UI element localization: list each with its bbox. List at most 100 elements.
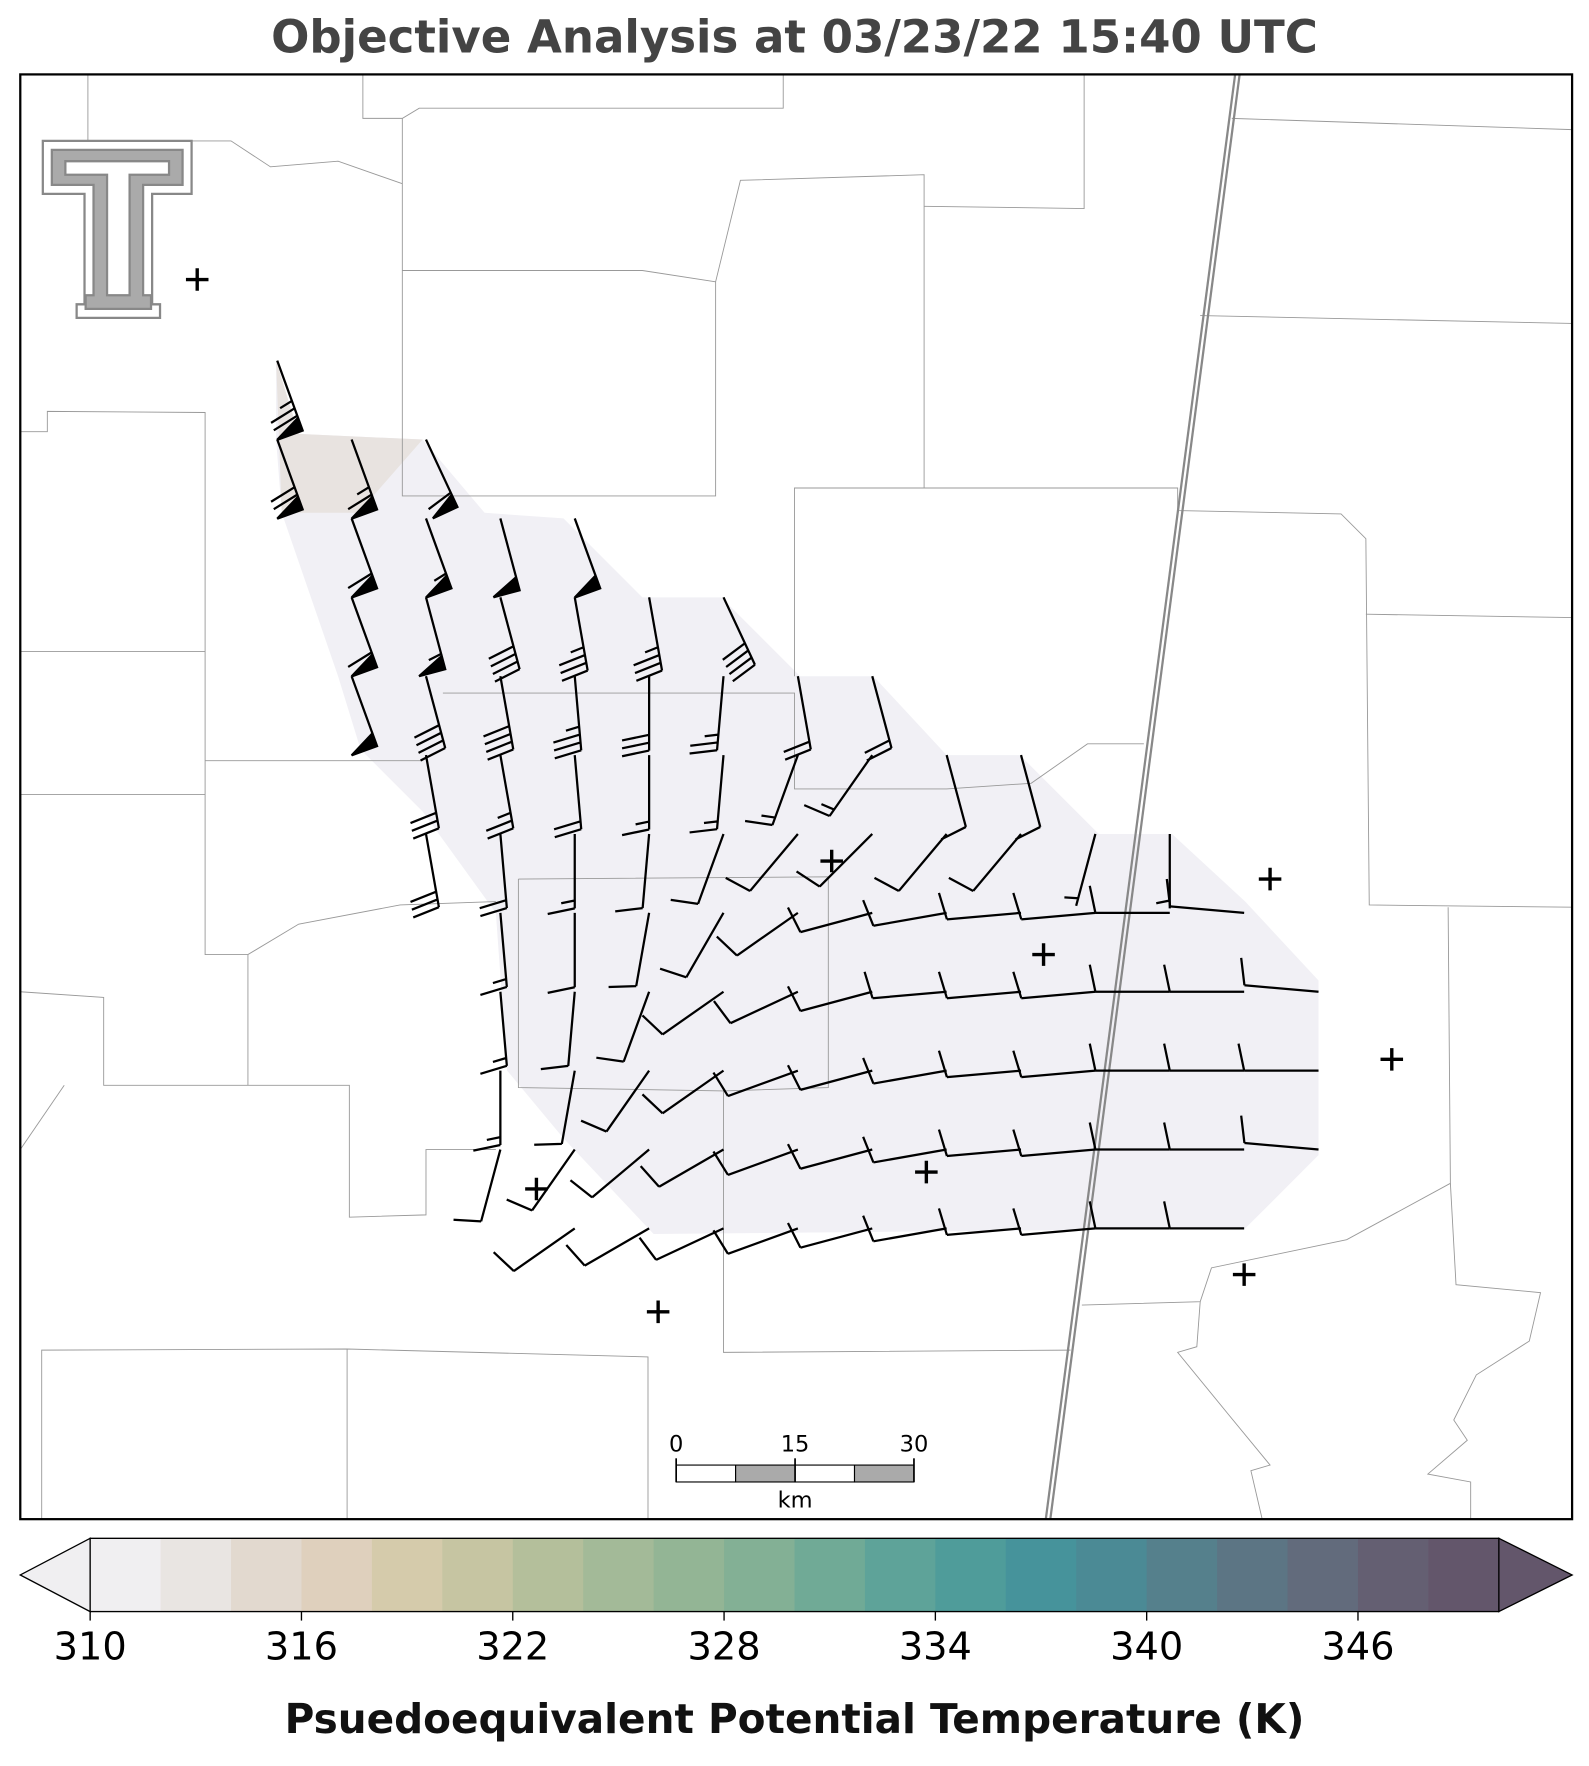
colorbar-bin (301, 1538, 373, 1612)
wind-barb (1163, 1122, 1245, 1151)
scale-segment (735, 1464, 796, 1483)
wind-barb (1088, 1043, 1170, 1072)
station (525, 1177, 548, 1201)
wind-barb (350, 675, 379, 757)
wind-barb (413, 675, 447, 762)
scale-segment (675, 1464, 737, 1483)
wind-barb (1012, 971, 1096, 1000)
wind-barb (553, 676, 583, 760)
wind-barb (633, 597, 664, 682)
station (1258, 867, 1282, 891)
wind-barb (534, 1070, 576, 1146)
wind-barb (553, 754, 583, 839)
colorbar-bin (231, 1538, 303, 1612)
wind-barb (1088, 964, 1170, 993)
wind-barb (1015, 754, 1042, 841)
wind-barb (786, 906, 873, 934)
wind-barb (453, 1149, 502, 1223)
colorbar-frame (89, 1537, 1500, 1613)
wind-barb (621, 676, 651, 758)
wind-barb (480, 912, 508, 997)
wind-barb (940, 754, 967, 841)
wind-barb (569, 1148, 650, 1199)
colorbar-tick-label: 316 (265, 1624, 338, 1669)
colorbar-bin (724, 1538, 796, 1612)
wind-barb (1163, 1043, 1245, 1072)
wind-barb (410, 754, 441, 840)
wind-barb (862, 1136, 947, 1164)
wind-barb (558, 597, 589, 682)
station-markers (185, 268, 1404, 1324)
wind-barb (937, 1050, 1022, 1079)
colorbar-bin (371, 1538, 443, 1612)
wind-barb (744, 754, 799, 827)
colorbar-bin (1287, 1538, 1359, 1612)
wind-barb (862, 899, 947, 927)
station (646, 1300, 670, 1324)
wind-barb (862, 1215, 947, 1243)
wind-barb (786, 985, 873, 1013)
wind-barb (713, 990, 799, 1025)
wind-barb (1012, 892, 1096, 921)
wind-barb (786, 1222, 873, 1249)
analysis-region (276, 360, 1319, 1235)
wind-barb (1163, 964, 1245, 993)
wind-barb (1165, 878, 1245, 914)
wind-barb (937, 892, 1022, 921)
wind-barb (270, 360, 305, 441)
colorbar-bin (512, 1538, 584, 1612)
wind-barb (540, 991, 576, 1071)
colorbar-bin (1146, 1538, 1218, 1612)
wind-barb (480, 991, 508, 1075)
colorbar-bin (160, 1538, 232, 1612)
wind-barb (722, 596, 756, 683)
wind-barb (638, 1227, 724, 1261)
colorbar-bin (1076, 1538, 1148, 1612)
wind-barb (485, 754, 515, 840)
colorbar-bin (1428, 1538, 1500, 1612)
wind-barb (506, 1148, 576, 1212)
wind-barb (573, 518, 602, 599)
wind-barb (347, 596, 379, 678)
wind-barb (641, 990, 725, 1036)
wind-barb (492, 518, 521, 599)
wind-barb (347, 439, 379, 520)
wind-barb (937, 971, 1022, 1000)
wind-barbs (270, 360, 1319, 1272)
wind-barb (725, 833, 799, 892)
wind-barb (786, 1064, 873, 1091)
wind-barb (1088, 885, 1170, 914)
scale-tick-label: 30 (900, 1431, 929, 1457)
map: 0 15 30 km (19, 73, 1574, 1521)
colorbar-bin (653, 1538, 725, 1612)
colorbar-tick-label: 322 (476, 1624, 549, 1669)
scale-bar: 0 15 30 km (669, 1431, 928, 1513)
wind-barb (565, 1227, 650, 1267)
wind-barb (639, 1148, 725, 1188)
wind-barb (1012, 1208, 1096, 1237)
wind-barb (786, 1143, 873, 1170)
colorbar-bin (1005, 1538, 1077, 1612)
wind-barb (347, 518, 379, 599)
wind-barb (795, 833, 874, 888)
station (915, 1160, 938, 1184)
state-line (1044, 74, 1241, 1520)
colorbar-tick-label: 334 (899, 1624, 972, 1669)
wind-barb (479, 833, 508, 918)
wind-barb (410, 833, 441, 919)
wind-barb (1012, 1129, 1096, 1158)
wind-barb (716, 911, 799, 957)
wind-barb (712, 1069, 799, 1098)
wind-barb (621, 755, 651, 837)
wind-barb (937, 1129, 1022, 1158)
colorbar-tick-label: 346 (1321, 1624, 1394, 1669)
wind-barb (547, 912, 576, 994)
title: Objective Analysis at 03/23/22 15:40 UTC (271, 11, 1318, 64)
map-frame (19, 73, 1574, 1521)
colorbar-bin (583, 1538, 655, 1612)
wind-barb (615, 833, 651, 913)
wind-barb (1012, 1050, 1096, 1079)
colorbar-bin (1217, 1538, 1289, 1612)
scale-unit: km (778, 1488, 813, 1514)
